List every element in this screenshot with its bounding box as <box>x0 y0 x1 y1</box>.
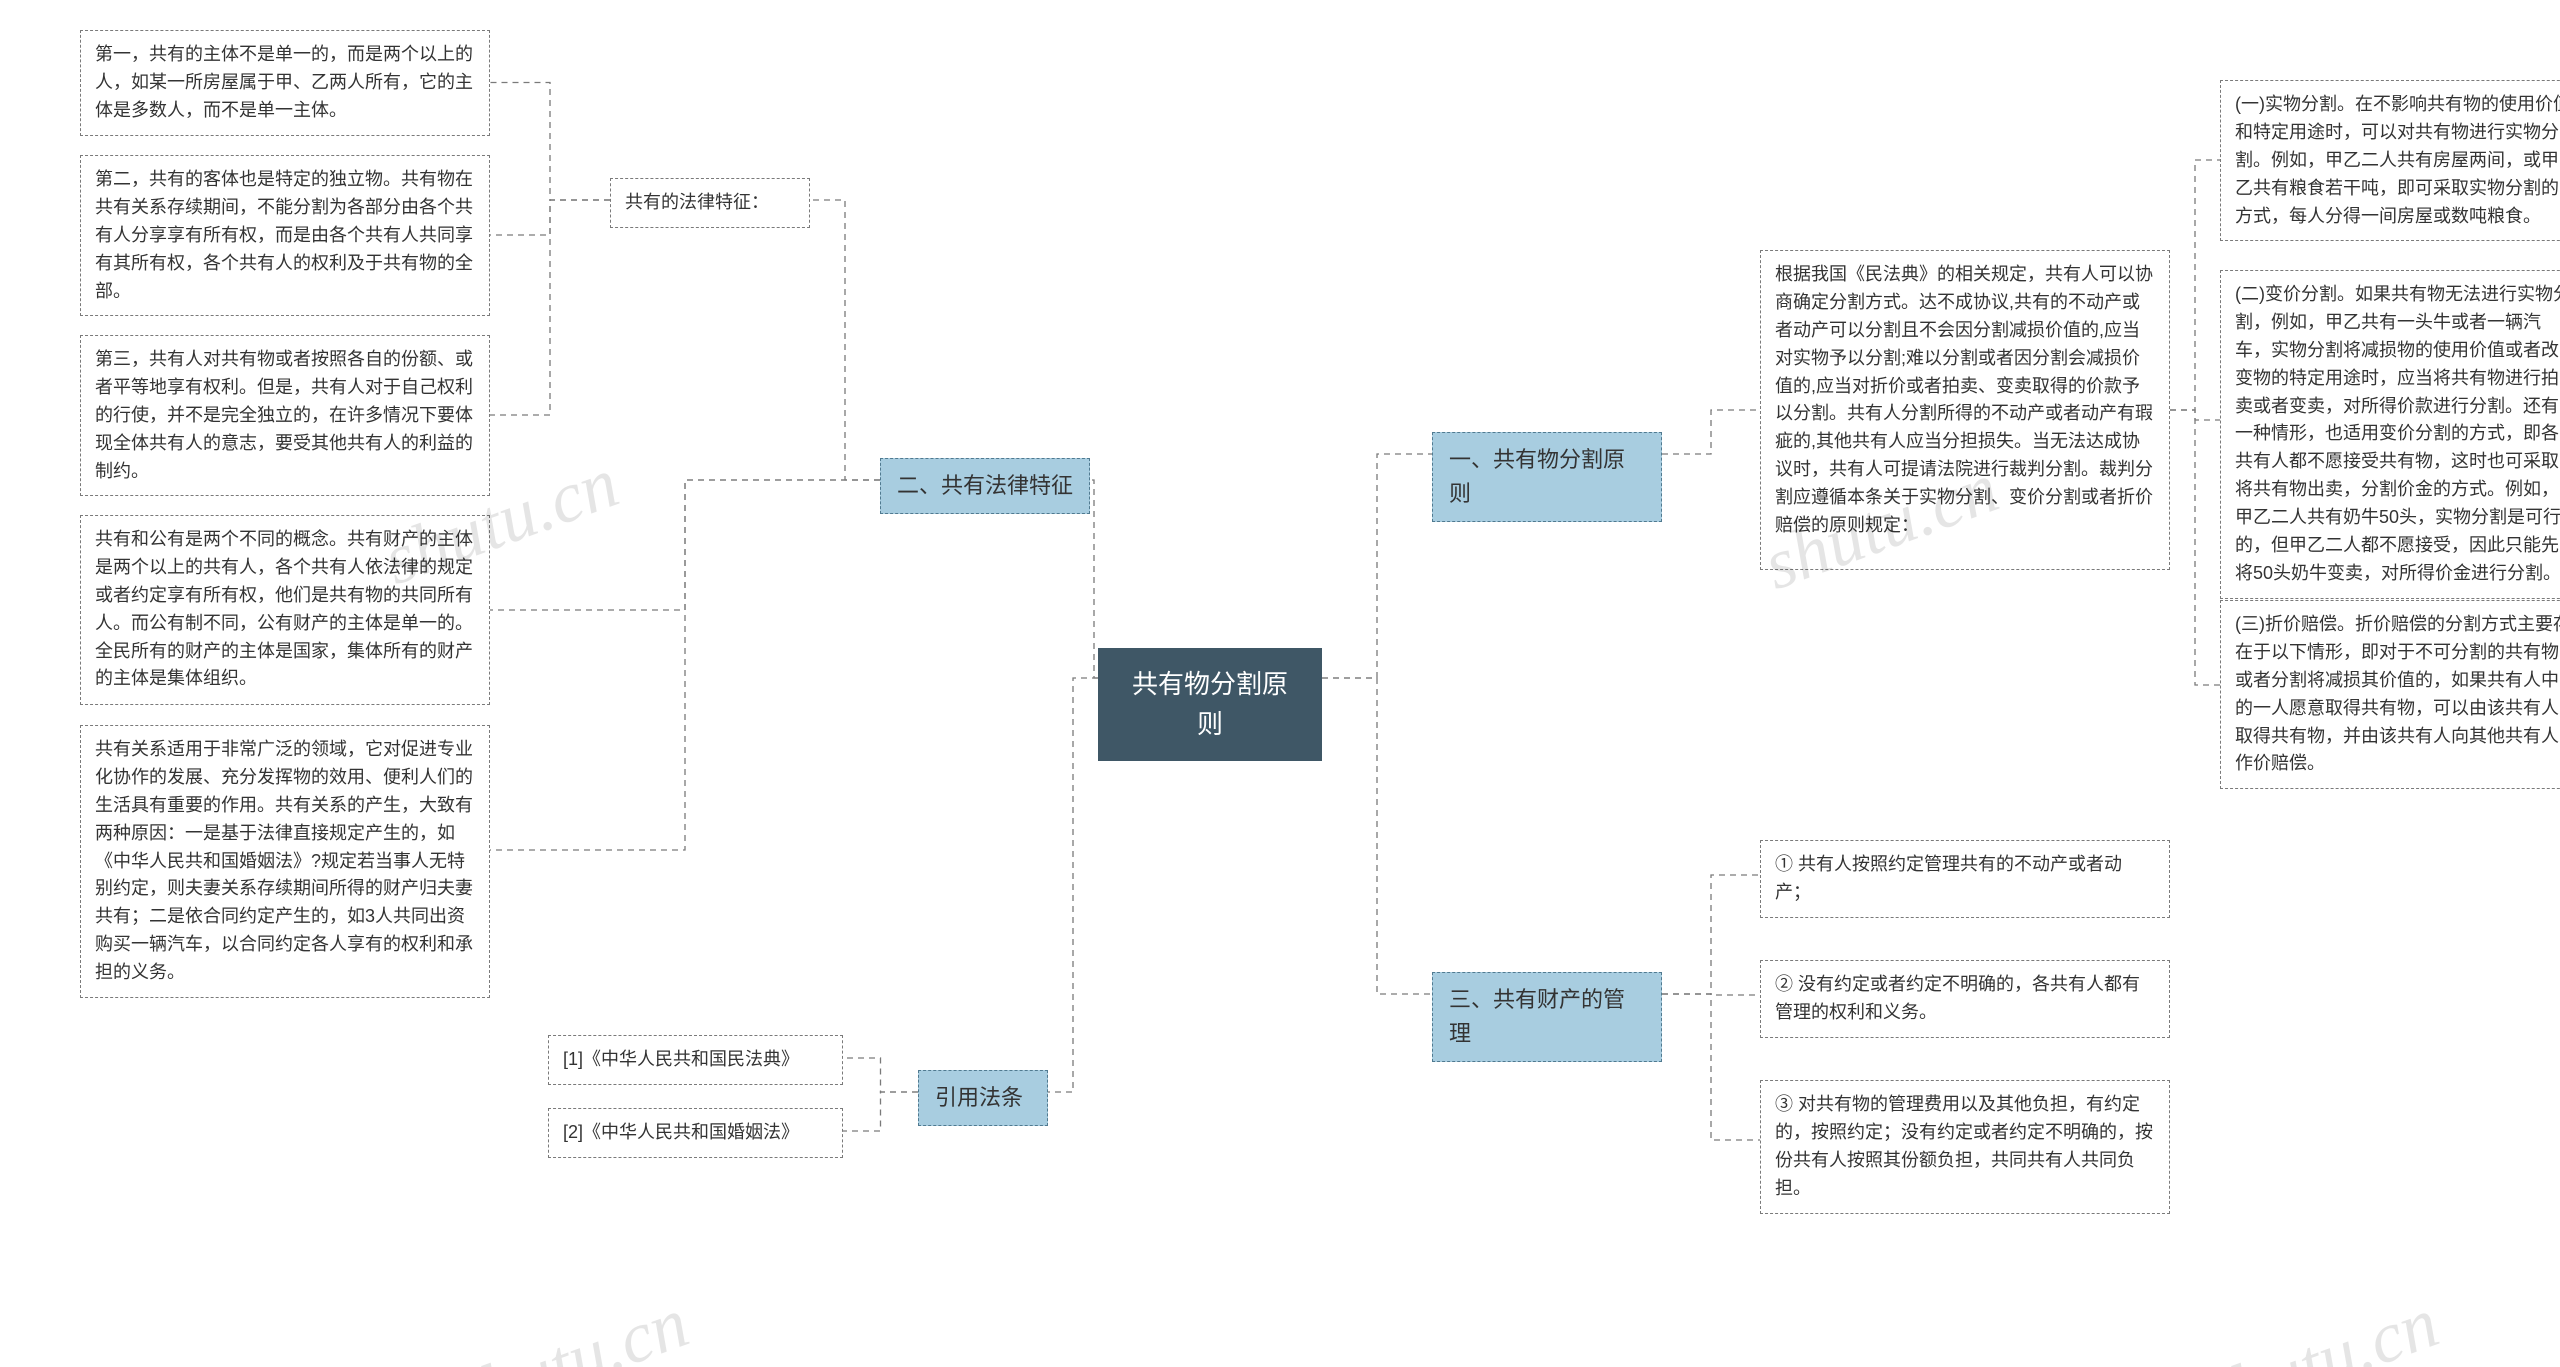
leaf-l1a2-text: 第二，共有的客体也是特定的独立物。共有物在共有关系存续期间，不能分割为各部分由各… <box>95 169 473 301</box>
leaf-r1a3-text: (三)折价赔偿。折价赔偿的分割方式主要存在于以下情形，即对于不可分割的共有物或者… <box>2235 614 2560 773</box>
leaf-r1a-text: 根据我国《民法典》的相关规定，共有人可以协商确定分割方式。达不成协议,共有的不动… <box>1775 264 2153 535</box>
leaf-r1a2: (二)变价分割。如果共有物无法进行实物分割，例如，甲乙共有一头牛或者一辆汽车，实… <box>2220 270 2560 599</box>
leaf-l1c-text: 共有关系适用于非常广泛的领域，它对促进专业化协作的发展、充分发挥物的效用、便利人… <box>95 739 473 982</box>
leaf-l1a3: 第三，共有人对共有物或者按照各自的份额、或者平等地享有权利。但是，共有人对于自己… <box>80 335 490 496</box>
branch-r1-label: 一、共有物分割原则 <box>1449 447 1625 506</box>
leaf-r2c-text: ③ 对共有物的管理费用以及其他负担，有约定的，按照约定；没有约定或者约定不明确的… <box>1775 1094 2153 1198</box>
leaf-r1a1: (一)实物分割。在不影响共有物的使用价值和特定用途时，可以对共有物进行实物分割。… <box>2220 80 2560 241</box>
leaf-l1b: 共有和公有是两个不同的概念。共有财产的主体是两个以上的共有人，各个共有人依法律的… <box>80 515 490 705</box>
branch-l1: 二、共有法律特征 <box>880 458 1090 514</box>
leaf-l1c: 共有关系适用于非常广泛的领域，它对促进专业化协作的发展、充分发挥物的效用、便利人… <box>80 725 490 998</box>
leaf-r2c: ③ 对共有物的管理费用以及其他负担，有约定的，按照约定；没有约定或者约定不明确的… <box>1760 1080 2170 1214</box>
branch-r2-label: 三、共有财产的管理 <box>1449 987 1625 1046</box>
leaf-l2a: [1]《中华人民共和国民法典》 <box>548 1035 843 1085</box>
root-node: 共有物分割原则 <box>1098 648 1322 761</box>
leaf-l1a1: 第一，共有的主体不是单一的，而是两个以上的人，如某一所房屋属于甲、乙两人所有，它… <box>80 30 490 136</box>
branch-r1: 一、共有物分割原则 <box>1432 432 1662 522</box>
branch-l2: 引用法条 <box>918 1070 1048 1126</box>
watermark-3: shutu.cn <box>2193 1281 2449 1367</box>
branch-r2: 三、共有财产的管理 <box>1432 972 1662 1062</box>
leaf-l1b-text: 共有和公有是两个不同的概念。共有财产的主体是两个以上的共有人，各个共有人依法律的… <box>95 529 473 688</box>
leaf-l2a-text: [1]《中华人民共和国民法典》 <box>563 1049 799 1069</box>
leaf-l2b: [2]《中华人民共和国婚姻法》 <box>548 1108 843 1158</box>
watermark-2: shutu.cn <box>443 1281 699 1367</box>
leaf-l1a: 共有的法律特征： <box>610 178 810 228</box>
leaf-r2a-text: ① 共有人按照约定管理共有的不动产或者动产； <box>1775 854 2122 902</box>
branch-l1-label: 二、共有法律特征 <box>897 473 1073 498</box>
leaf-r1a3: (三)折价赔偿。折价赔偿的分割方式主要存在于以下情形，即对于不可分割的共有物或者… <box>2220 600 2560 789</box>
leaf-l1a1-text: 第一，共有的主体不是单一的，而是两个以上的人，如某一所房屋属于甲、乙两人所有，它… <box>95 44 473 120</box>
leaf-r1a2-text: (二)变价分割。如果共有物无法进行实物分割，例如，甲乙共有一头牛或者一辆汽车，实… <box>2235 284 2560 583</box>
leaf-r2a: ① 共有人按照约定管理共有的不动产或者动产； <box>1760 840 2170 918</box>
leaf-r2b-text: ② 没有约定或者约定不明确的，各共有人都有管理的权利和义务。 <box>1775 974 2140 1022</box>
leaf-l1a2: 第二，共有的客体也是特定的独立物。共有物在共有关系存续期间，不能分割为各部分由各… <box>80 155 490 316</box>
leaf-r2b: ② 没有约定或者约定不明确的，各共有人都有管理的权利和义务。 <box>1760 960 2170 1038</box>
leaf-l2b-text: [2]《中华人民共和国婚姻法》 <box>563 1122 799 1142</box>
leaf-r1a1-text: (一)实物分割。在不影响共有物的使用价值和特定用途时，可以对共有物进行实物分割。… <box>2235 94 2560 226</box>
branch-l2-label: 引用法条 <box>935 1085 1023 1110</box>
leaf-r1a: 根据我国《民法典》的相关规定，共有人可以协商确定分割方式。达不成协议,共有的不动… <box>1760 250 2170 570</box>
leaf-l1a-text: 共有的法律特征： <box>625 192 769 212</box>
leaf-l1a3-text: 第三，共有人对共有物或者按照各自的份额、或者平等地享有权利。但是，共有人对于自己… <box>95 349 473 481</box>
root-label: 共有物分割原则 <box>1132 669 1288 739</box>
